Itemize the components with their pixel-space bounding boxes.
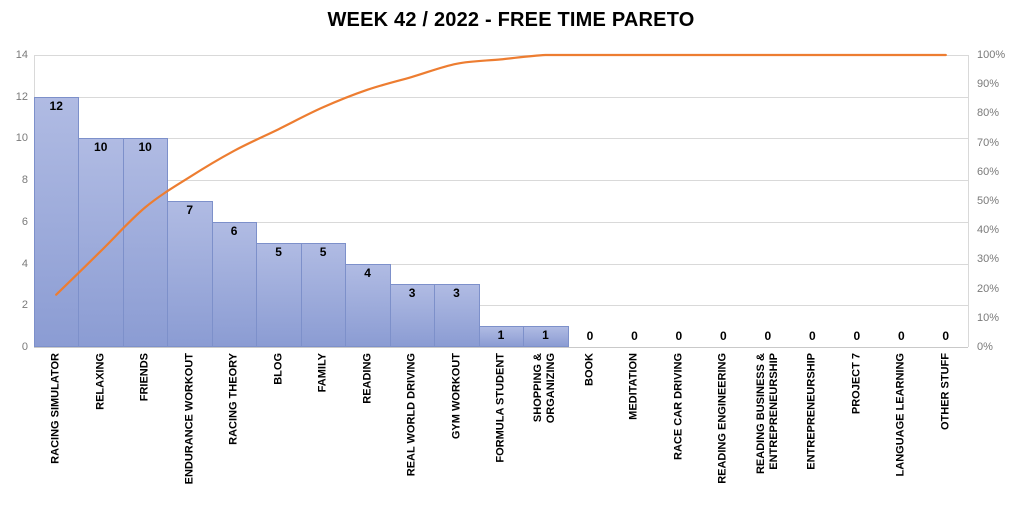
bar [300, 242, 347, 347]
bar-value-label: 0 [853, 329, 861, 343]
category-label: GYM WORKOUT [450, 353, 463, 440]
category-label: FAMILY [316, 353, 329, 393]
bar-value-label: 1 [497, 328, 505, 343]
right-axis-tick-label: 60% [977, 165, 1000, 178]
category-label: OTHER STUFF [939, 353, 952, 430]
category-label: RELAXING [94, 353, 107, 410]
bar-value-label: 5 [275, 244, 282, 259]
bar [434, 284, 480, 347]
category-axis-line [34, 347, 968, 348]
major-gridline [34, 263, 968, 265]
category-label: ENTREPRENEURSHIP [805, 353, 818, 470]
category-label: READING BUSINESS & ENTREPRENEURSHIP [754, 353, 780, 475]
right-axis-tick-label: 90% [977, 78, 1000, 91]
category-label: LANGUAGE LEARNING [894, 353, 907, 477]
left-axis-tick-label: 14 [15, 49, 28, 61]
category-label: BLOG [272, 353, 285, 385]
right-axis-tick-label: 0% [977, 341, 993, 353]
major-gridline [34, 96, 968, 98]
bar [211, 221, 258, 347]
left-axis-tick-label: 0 [21, 341, 28, 353]
category-label: RACE CAR DRIVING [672, 353, 685, 460]
major-gridline [34, 221, 968, 223]
bar-value-label: 10 [94, 140, 108, 155]
category-label: READING ENGINEERING [716, 353, 729, 484]
bar [122, 138, 169, 347]
category-label: REAL WORLD DRIVING [405, 353, 418, 477]
cumulative-percent-line [55, 53, 947, 296]
left-axis-tick-label: 10 [15, 132, 28, 145]
left-axis-tick-label: 2 [21, 299, 28, 312]
bar-value-label: 4 [364, 265, 371, 280]
major-gridline [34, 305, 968, 307]
bar-value-label: 0 [897, 329, 905, 343]
plot-right-border [968, 55, 969, 347]
category-label: RACING SIMULATOR [49, 353, 62, 464]
bar-value-label: 0 [942, 329, 950, 343]
left-axis-tick-label: 4 [21, 257, 28, 270]
right-axis-tick-label: 30% [977, 253, 1000, 266]
bar-value-label: 12 [49, 98, 63, 113]
bar-value-label: 3 [408, 286, 416, 301]
category-label: SHOPPING & ORGANIZING [532, 353, 558, 424]
bar-value-label: 0 [808, 329, 816, 343]
bar-value-label: 6 [230, 223, 238, 238]
category-label: MEDITATION [627, 353, 640, 420]
category-label: BOOK [583, 353, 596, 386]
right-axis-tick-label: 20% [977, 282, 1000, 295]
category-label: READING [361, 353, 374, 404]
major-gridline [34, 55, 968, 56]
major-gridline [34, 138, 968, 140]
right-axis-tick-label: 50% [977, 195, 1000, 207]
major-gridline [34, 180, 968, 182]
left-axis-tick-label: 6 [21, 215, 28, 228]
category-label: FORMULA STUDENT [494, 353, 507, 463]
right-axis-tick-label: 80% [977, 107, 1000, 120]
bar-value-label: 0 [720, 329, 727, 343]
bar-value-label: 5 [319, 244, 327, 259]
bar-value-label: 1 [542, 328, 549, 343]
bar-value-label: 3 [453, 286, 460, 301]
category-label: PROJECT 7 [850, 353, 863, 415]
category-label: FRIENDS [138, 353, 151, 402]
left-axis-tick-label: 8 [21, 174, 28, 187]
bar [523, 326, 569, 347]
bar-value-label: 0 [675, 329, 683, 343]
left-axis-tick-label: 12 [15, 90, 28, 103]
right-axis-tick-label: 10% [977, 311, 1000, 324]
bar-value-label: 7 [186, 203, 193, 217]
category-label: RACING THEORY [227, 353, 240, 445]
category-label: ENDURANCE WORKOUT [183, 353, 196, 485]
chart-title: WEEK 42 / 2022 - FREE TIME PARETO [327, 9, 695, 31]
bar-value-label: 0 [586, 329, 594, 343]
bar-value-label: 0 [631, 329, 638, 343]
right-axis-tick-label: 100% [977, 49, 1006, 61]
right-axis-tick-label: 40% [977, 224, 1000, 237]
bar-value-label: 10 [138, 140, 152, 155]
right-axis-tick-label: 70% [977, 136, 1000, 149]
bar-value-label: 0 [764, 329, 772, 343]
